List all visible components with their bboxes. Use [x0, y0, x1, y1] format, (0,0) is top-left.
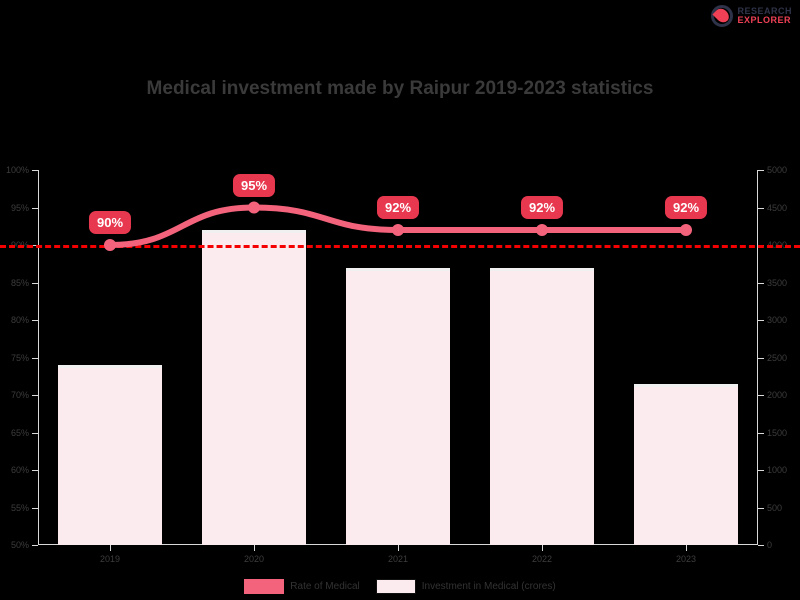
- y-axis-left-label: 70%: [10, 390, 29, 400]
- line-path: [107, 204, 689, 248]
- y-axis-right-label: 1500: [767, 427, 788, 438]
- y-axis-right-label: 2000: [767, 390, 788, 400]
- bar[interactable]: [634, 383, 738, 545]
- y-tick-right: [758, 507, 764, 509]
- logo-line-2: EXPLORER: [737, 15, 791, 25]
- y-axis-right-label: 2500: [767, 352, 788, 363]
- plot-area: 100% 95% 90% 85% 80% 75% 70% 65% 60% 55% 50% 5000 4…: [0, 165, 800, 564]
- y-axis-right-label: 4500: [767, 202, 788, 213]
- chart-title: Medical investment made by Raipur 2019-2…: [146, 78, 654, 99]
- y-axis-left-label: 65%: [10, 427, 29, 438]
- y-axis-left-label: 100%: [5, 165, 29, 175]
- logo-wordmark: RESEARCH EXPLORER: [737, 7, 792, 25]
- data-label: 92%: [520, 196, 564, 219]
- y-axis-right-line: [757, 170, 758, 545]
- bar[interactable]: [202, 230, 306, 545]
- x-tick: [542, 545, 543, 551]
- y-tick-right: [758, 282, 764, 284]
- legend-item-bar[interactable]: Investment in Medical (crores): [375, 579, 556, 594]
- y-axis-left-label: 80%: [10, 315, 29, 325]
- data-label: 95%: [232, 173, 276, 197]
- bar[interactable]: [58, 365, 162, 545]
- legend-item-line[interactable]: Rate of Medical: [244, 579, 360, 594]
- y-tick-left: [32, 395, 38, 396]
- y-tick-right: [758, 207, 764, 209]
- y-tick-left: [32, 207, 38, 209]
- y-axis-right-label: 3000: [767, 315, 788, 325]
- y-tick-right: [758, 320, 764, 321]
- x-tick: [686, 545, 687, 551]
- y-axis-left-label: 95%: [10, 202, 29, 213]
- y-axis-left-line: [38, 170, 39, 545]
- y-tick-right: [758, 545, 764, 546]
- legend-label-bar: Investment in Medical (crores): [421, 581, 556, 592]
- reference-line: [0, 245, 800, 248]
- y-axis-left-label: 50%: [10, 540, 29, 550]
- bar-swatch-icon: [375, 579, 416, 594]
- line-marker[interactable]: [248, 201, 260, 214]
- line-marker[interactable]: [536, 224, 548, 236]
- legend-label-line: Rate of Medical: [290, 581, 360, 592]
- y-axis-right-label: 500: [767, 502, 783, 513]
- y-tick-right: [758, 170, 764, 171]
- logo-line-1: RESEARCH: [737, 6, 792, 16]
- x-axis-label: 2021: [387, 554, 409, 564]
- line-marker[interactable]: [392, 224, 404, 236]
- data-label: 90%: [88, 211, 132, 234]
- y-axis-right-label: 5000: [767, 165, 788, 175]
- y-tick-right: [758, 432, 764, 434]
- line-marker[interactable]: [680, 224, 692, 236]
- droplet-in-ring-icon: [711, 5, 734, 27]
- x-axis-label: 2023: [675, 554, 697, 564]
- x-tick: [110, 545, 111, 551]
- x-axis-label: 2020: [243, 554, 265, 564]
- line-marker[interactable]: [104, 239, 116, 251]
- y-tick-right: [758, 470, 764, 471]
- data-label: 92%: [664, 196, 708, 219]
- y-axis-left-label: 85%: [10, 277, 29, 288]
- data-label: 92%: [376, 196, 420, 219]
- y-axis-right-label: 0: [767, 540, 773, 550]
- y-axis-left-label: 75%: [10, 352, 29, 363]
- y-tick-right: [758, 395, 764, 396]
- y-axis-right-label: 1000: [767, 465, 788, 475]
- y-tick-left: [32, 545, 38, 546]
- bar[interactable]: [346, 267, 450, 545]
- x-axis-label: 2022: [531, 554, 553, 564]
- x-axis-label: 2019: [99, 554, 121, 564]
- y-axis-left-label: 55%: [10, 502, 29, 513]
- line-swatch-icon: [244, 579, 285, 594]
- bar[interactable]: [490, 267, 594, 545]
- y-axis-left-label: 60%: [10, 465, 29, 475]
- y-tick-left: [32, 357, 38, 359]
- y-tick-left: [32, 507, 38, 509]
- x-tick: [398, 545, 399, 551]
- chart-legend: Rate of Medical Investment in Medical (c…: [0, 579, 800, 594]
- y-tick-left: [32, 470, 38, 471]
- y-tick-left: [32, 170, 38, 171]
- y-axis-right-label: 3500: [767, 277, 788, 288]
- brand-logo: RESEARCH EXPLORER: [711, 5, 792, 27]
- y-tick-left: [32, 320, 38, 321]
- y-tick-right: [758, 357, 764, 359]
- y-tick-left: [32, 282, 38, 284]
- y-tick-left: [32, 432, 38, 434]
- x-tick: [254, 545, 255, 551]
- line-series: [104, 201, 692, 251]
